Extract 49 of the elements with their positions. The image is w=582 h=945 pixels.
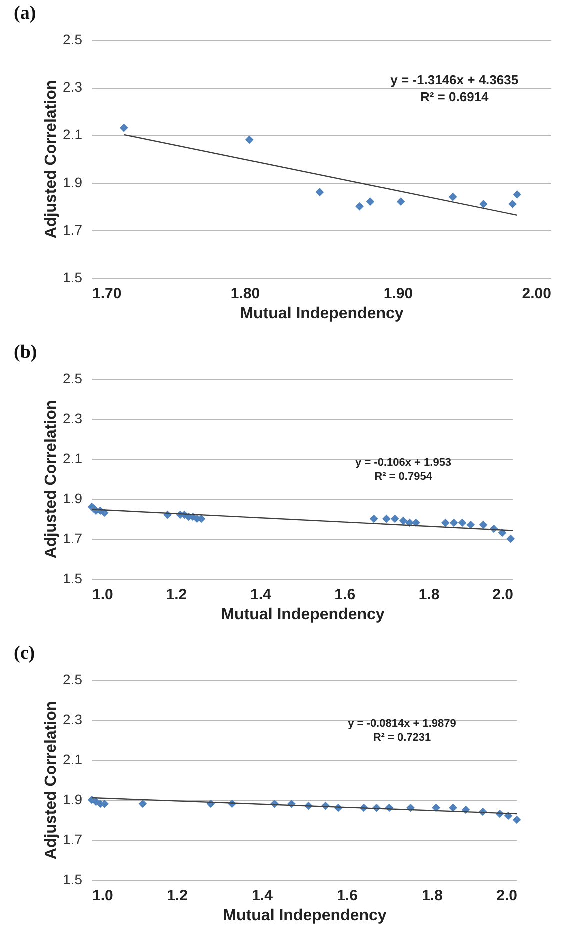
y-tick-label: 2.1	[63, 450, 83, 466]
y-tick-label: 2.1	[63, 126, 83, 143]
x-axis-title: Mutual Independency	[240, 306, 404, 322]
x-tick-label: 1.80	[230, 286, 260, 302]
y-tick-label: 1.5	[63, 570, 83, 586]
y-axis-title: Adjusted Correlation	[43, 701, 60, 860]
y-tick-label: 1.9	[63, 490, 83, 506]
x-tick-label: 2.0	[496, 888, 518, 904]
y-tick-label: 1.7	[63, 222, 83, 238]
y-tick-label: 1.7	[63, 530, 83, 546]
y-tick-label: 2.5	[63, 32, 83, 48]
x-tick-label: 1.2	[166, 586, 188, 604]
y-axis-title: Adjusted Correlation	[43, 80, 60, 239]
annotation: R² = 0.7231	[373, 732, 432, 744]
chart-title: (c)	[14, 643, 36, 664]
annotation: R² = 0.7954	[374, 471, 434, 483]
y-tick-label: 1.5	[63, 872, 83, 888]
y-tick-label: 1.9	[63, 174, 83, 190]
y-axis-title: Adjusted Correlation	[43, 400, 60, 559]
y-tick-label: 2.1	[63, 752, 83, 768]
x-tick-label: 1.2	[167, 888, 188, 904]
x-tick-label: 1.8	[422, 888, 443, 904]
y-tick-label: 1.5	[63, 270, 83, 286]
annotation: y = -0.106x + 1.953	[356, 457, 452, 469]
annotation: y = -0.0814x + 1.9879	[348, 718, 456, 730]
chart-title: (a)	[14, 3, 36, 24]
y-tick-label: 1.7	[63, 832, 83, 848]
x-tick-label: 1.6	[334, 586, 356, 604]
x-tick-label: 1.4	[252, 888, 274, 904]
x-axis-title: Mutual Independency	[221, 606, 385, 624]
annotation: y = -1.3146x + 4.3635	[390, 72, 519, 88]
y-tick-label: 2.5	[63, 370, 83, 386]
chart-title: (b)	[14, 342, 38, 363]
x-tick-label: 2.0	[492, 586, 514, 604]
x-axis-title: Mutual Independency	[223, 908, 387, 924]
x-tick-label: 1.70	[92, 286, 122, 302]
y-tick-label: 2.5	[63, 672, 83, 688]
x-tick-label: 1.90	[384, 286, 414, 302]
y-tick-label: 1.9	[63, 792, 83, 808]
y-tick-label: 2.3	[63, 410, 83, 426]
x-tick-label: 1.6	[337, 888, 358, 904]
x-tick-label: 1.0	[92, 586, 114, 604]
y-tick-label: 2.3	[63, 79, 83, 96]
x-tick-label: 1.0	[92, 888, 114, 904]
x-tick-label: 1.8	[418, 586, 440, 604]
y-tick-label: 2.3	[63, 712, 83, 728]
x-tick-label: 1.4	[250, 586, 272, 604]
annotation: R² = 0.6914	[420, 89, 490, 104]
x-tick-label: 2.00	[522, 286, 552, 302]
